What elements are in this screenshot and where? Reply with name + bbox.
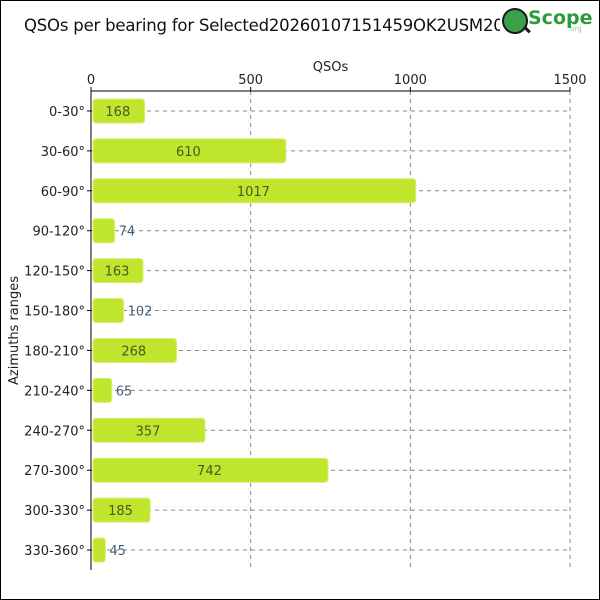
bar <box>92 138 287 164</box>
bar <box>92 258 144 284</box>
logo-text: Scope <box>528 7 593 29</box>
bar-value-label: 268 <box>121 344 146 359</box>
y-tick-label: 270-300° <box>24 464 85 479</box>
bar-value-label: 610 <box>176 145 201 160</box>
bar <box>92 178 417 204</box>
y-tick-label: 60-90° <box>41 185 85 200</box>
bar <box>92 497 151 523</box>
bar <box>92 337 178 363</box>
logo-subtext: .org <box>568 25 582 33</box>
bar-value-label: 742 <box>197 464 222 479</box>
x-tick-label: 0 <box>87 73 95 88</box>
bar-value-label: 1017 <box>237 185 270 200</box>
bar <box>92 98 146 124</box>
y-tick-label: 120-150° <box>24 265 85 280</box>
y-tick-label: 0-30° <box>49 105 85 120</box>
bar <box>92 377 113 403</box>
bar <box>92 218 116 244</box>
bar-value-label: 185 <box>108 504 133 519</box>
bar-value-label: 65 <box>116 384 133 399</box>
y-tick-label: 180-210° <box>24 344 85 359</box>
bar <box>92 457 329 483</box>
y-tick-label: 300-330° <box>24 504 85 519</box>
chart-title: QSOs per bearing for Selected20260107151… <box>24 16 548 35</box>
bar-value-label: 45 <box>109 544 126 559</box>
y-tick-label: 240-270° <box>24 424 85 439</box>
y-tick-label: 330-360° <box>24 544 85 559</box>
y-tick-label: 90-120° <box>32 225 85 240</box>
bar-value-label: 74 <box>119 225 136 240</box>
y-tick-label: 210-240° <box>24 384 85 399</box>
qscope-logo: Scope .org <box>500 6 593 36</box>
x-tick-label: 1500 <box>553 73 586 88</box>
x-tick-label: 500 <box>238 73 263 88</box>
y-tick-label: 150-180° <box>24 305 85 320</box>
bar-value-label: 357 <box>136 424 161 439</box>
x-tick-label: 1000 <box>394 73 427 88</box>
bar-value-label: 102 <box>128 305 153 320</box>
bar-value-label: 163 <box>105 265 130 280</box>
bar <box>92 298 125 324</box>
bar <box>92 537 106 563</box>
y-tick-label: 30-60° <box>41 145 85 160</box>
magnifier-globe-icon <box>502 8 528 34</box>
bar-value-label: 168 <box>105 105 130 120</box>
y-axis-label: Azimuths ranges <box>7 276 22 385</box>
x-axis-label: QSOs <box>313 60 349 75</box>
bar <box>92 417 206 443</box>
